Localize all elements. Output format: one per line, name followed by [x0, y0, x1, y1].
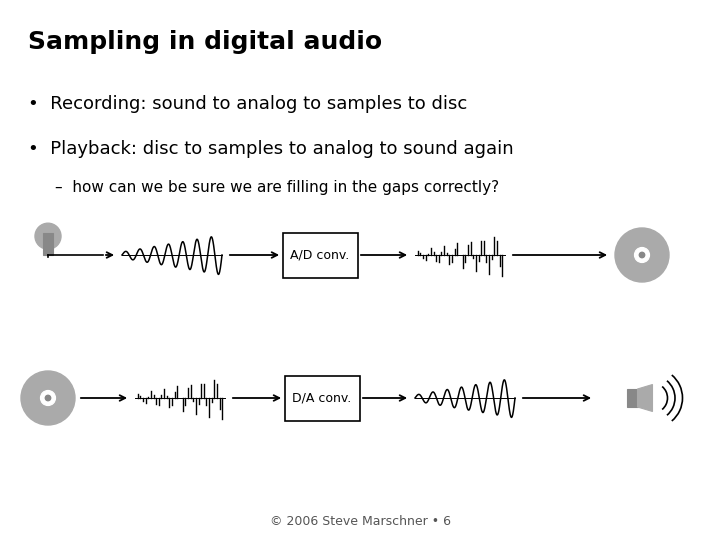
Bar: [284, 375, 359, 421]
Text: Sampling in digital audio: Sampling in digital audio: [28, 30, 382, 54]
Circle shape: [45, 395, 50, 401]
Text: A/D conv.: A/D conv.: [290, 248, 350, 261]
Text: –  how can we be sure we are filling in the gaps correctly?: – how can we be sure we are filling in t…: [55, 180, 499, 195]
Polygon shape: [637, 384, 652, 411]
Circle shape: [40, 390, 55, 406]
Text: •  Recording: sound to analog to samples to disc: • Recording: sound to analog to samples …: [28, 95, 467, 113]
Bar: [43, 233, 53, 255]
Text: D/A conv.: D/A conv.: [292, 392, 351, 404]
Bar: [282, 233, 358, 278]
Circle shape: [634, 247, 649, 262]
Text: © 2006 Steve Marschner • 6: © 2006 Steve Marschner • 6: [269, 515, 451, 528]
Circle shape: [639, 252, 644, 258]
Circle shape: [21, 371, 75, 425]
Bar: [627, 389, 637, 407]
Circle shape: [35, 223, 61, 249]
Circle shape: [615, 228, 669, 282]
Text: •  Playback: disc to samples to analog to sound again: • Playback: disc to samples to analog to…: [28, 140, 513, 158]
